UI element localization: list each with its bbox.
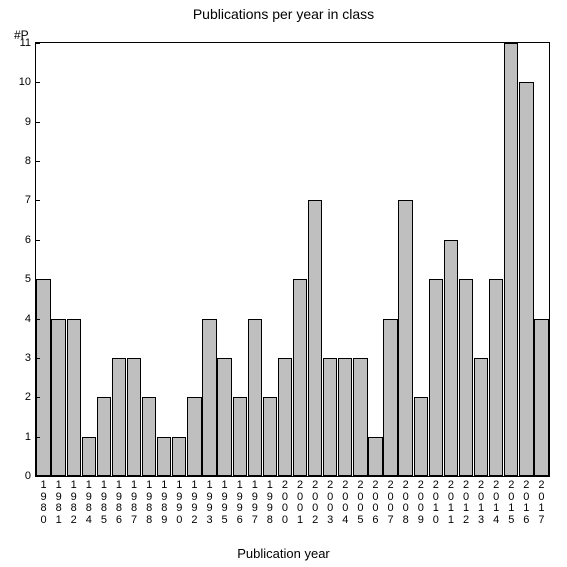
x-tick-label: 1995 [219, 480, 231, 526]
y-tick-mark [35, 279, 40, 280]
bars-layer [36, 43, 549, 476]
bar [338, 358, 352, 476]
y-tick-label: 10 [11, 76, 31, 88]
x-tick-label: 2016 [520, 480, 532, 526]
x-tick-label: 1980 [38, 480, 50, 526]
y-tick-label: 4 [11, 313, 31, 325]
bar [368, 437, 382, 476]
y-tick-label: 3 [11, 352, 31, 364]
bar [142, 397, 156, 476]
bar [414, 397, 428, 476]
y-tick-label: 6 [11, 234, 31, 246]
x-tick-label: 2011 [445, 480, 457, 526]
bar [172, 437, 186, 476]
x-tick-label: 2007 [385, 480, 397, 526]
bar [82, 437, 96, 476]
chart-container: Publications per year in class #P 012345… [0, 0, 567, 567]
x-tick-label: 1988 [143, 480, 155, 526]
y-tick-label: 5 [11, 273, 31, 285]
x-tick-label: 2015 [505, 480, 517, 526]
bar [308, 200, 322, 476]
bar [187, 397, 201, 476]
x-tick-label: 2005 [354, 480, 366, 526]
x-tick-label: 2003 [324, 480, 336, 526]
x-tick-label: 1990 [173, 480, 185, 526]
bar [474, 358, 488, 476]
bar [383, 319, 397, 476]
bar [534, 319, 548, 476]
bar [323, 358, 337, 476]
y-tick-label: 7 [11, 194, 31, 206]
y-tick-mark [35, 437, 40, 438]
x-tick-label: 2010 [430, 480, 442, 526]
x-tick-label: 2012 [460, 480, 472, 526]
y-tick-mark [35, 397, 40, 398]
bar [217, 358, 231, 476]
y-tick-label: 11 [11, 37, 31, 49]
bar [489, 279, 503, 476]
bar [248, 319, 262, 476]
y-tick-mark [35, 240, 40, 241]
x-tick-label: 2009 [415, 480, 427, 526]
bar [278, 358, 292, 476]
bar [398, 200, 412, 476]
x-tick-label: 1998 [264, 480, 276, 526]
x-tick-label: 2017 [535, 480, 547, 526]
bar [519, 82, 533, 476]
x-tick-label: 2001 [294, 480, 306, 526]
bar [504, 43, 518, 476]
y-tick-mark [35, 161, 40, 162]
y-tick-mark [35, 122, 40, 123]
bar [67, 319, 81, 476]
x-tick-label: 2002 [309, 480, 321, 526]
x-tick-label: 1987 [128, 480, 140, 526]
y-tick-label: 0 [11, 470, 31, 482]
bar [293, 279, 307, 476]
x-tick-label: 1982 [68, 480, 80, 526]
plot-area [35, 42, 550, 477]
x-tick-label: 1993 [204, 480, 216, 526]
bar [202, 319, 216, 476]
x-tick-label: 2013 [475, 480, 487, 526]
y-tick-mark [35, 319, 40, 320]
y-tick-label: 9 [11, 116, 31, 128]
bar [97, 397, 111, 476]
x-tick-label: 2008 [400, 480, 412, 526]
x-tick-label: 2000 [279, 480, 291, 526]
y-tick-mark [35, 82, 40, 83]
bar [127, 358, 141, 476]
y-tick-label: 1 [11, 431, 31, 443]
bar [459, 279, 473, 476]
y-tick-mark [35, 200, 40, 201]
x-tick-label: 1985 [98, 480, 110, 526]
bar [233, 397, 247, 476]
bar [157, 437, 171, 476]
bar [429, 279, 443, 476]
y-tick-label: 2 [11, 391, 31, 403]
bar [353, 358, 367, 476]
x-tick-label: 1989 [158, 480, 170, 526]
x-tick-label: 1997 [249, 480, 261, 526]
bar [263, 397, 277, 476]
x-tick-label: 2004 [339, 480, 351, 526]
y-tick-mark [35, 476, 40, 477]
bar [36, 279, 50, 476]
x-tick-label: 2006 [369, 480, 381, 526]
y-tick-mark [35, 43, 40, 44]
x-tick-label: 1984 [83, 480, 95, 526]
x-axis-label: Publication year [0, 546, 567, 561]
bar [112, 358, 126, 476]
y-tick-mark [35, 358, 40, 359]
x-tick-label: 1986 [113, 480, 125, 526]
x-tick-label: 1992 [188, 480, 200, 526]
chart-title: Publications per year in class [0, 6, 567, 22]
bar [444, 240, 458, 476]
x-tick-label: 1981 [53, 480, 65, 526]
x-tick-label: 1996 [234, 480, 246, 526]
x-tick-label: 2014 [490, 480, 502, 526]
y-tick-label: 8 [11, 155, 31, 167]
bar [51, 319, 65, 476]
